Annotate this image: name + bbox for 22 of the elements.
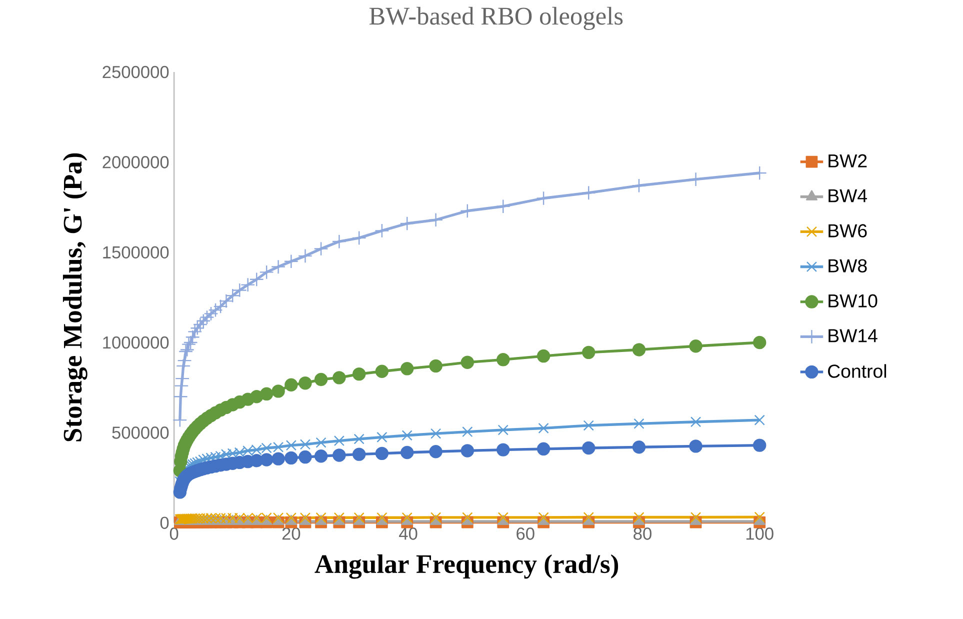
y-axis-title: Storage Modulus, G' (Pa) [62, 153, 88, 442]
x-axis-title: Angular Frequency (rad/s) [314, 554, 618, 579]
x-tick-label: 40 [399, 528, 418, 540]
x-tick-label: 100 [746, 528, 774, 540]
legend-label: BW6 [828, 224, 867, 238]
y-tick-label: 1000000 [103, 336, 169, 349]
x-tick-label: 0 [170, 528, 178, 540]
y-tick-label: 2500000 [102, 66, 169, 78]
x-tick-label: 80 [634, 528, 652, 540]
y-tick-label: 500000 [112, 426, 169, 439]
legend-label: BW4 [828, 189, 868, 202]
y-tick-label: 0 [160, 516, 169, 530]
legend-label: BW14 [828, 329, 878, 342]
legend-label: Control [828, 364, 886, 378]
y-tick-label: 1500000 [103, 246, 169, 259]
x-tick-label: 20 [282, 528, 300, 540]
legend-label: BW2 [828, 154, 867, 168]
legend-label: BW10 [828, 294, 878, 308]
legend-label: BW8 [828, 259, 867, 272]
chart-title: BW-based RBO oleogels [369, 6, 623, 30]
y-tick-label: 2000000 [102, 156, 169, 168]
x-tick-label: 60 [516, 528, 534, 540]
